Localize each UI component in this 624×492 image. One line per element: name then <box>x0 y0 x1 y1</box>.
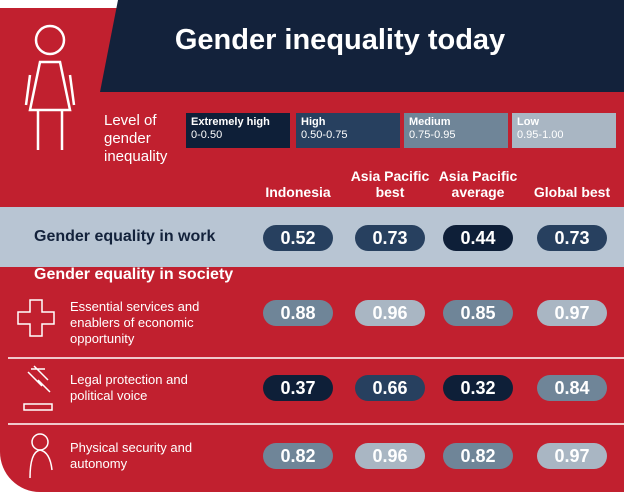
legend-label: Level of gender inequality <box>104 112 168 165</box>
legend-name: Medium <box>409 116 451 128</box>
cross-icon <box>17 299 55 337</box>
value-pill: 0.96 <box>355 443 425 469</box>
section-title: Gender equality in society <box>34 266 234 283</box>
column-header: Indonesia <box>265 184 331 200</box>
legend-item: Extremely high 0-0.50 <box>186 113 290 148</box>
woman-icon <box>24 24 76 150</box>
section-title: Gender equality in work <box>34 228 216 245</box>
legend-range: 0.50-0.75 <box>301 129 348 141</box>
legend-item: High 0.50-0.75 <box>296 113 400 148</box>
value-pill: 0.96 <box>355 300 425 326</box>
legend-range: 0.75-0.95 <box>409 129 456 141</box>
person-icon <box>29 433 53 479</box>
value-pill: 0.32 <box>443 375 513 401</box>
value-pill: 0.88 <box>263 300 333 326</box>
gavel-icon <box>23 365 53 411</box>
value-pill: 0.66 <box>355 375 425 401</box>
value-pill: 0.73 <box>355 225 425 251</box>
legend-item: Medium 0.75-0.95 <box>404 113 508 148</box>
column-header: Asia Pacific best <box>350 168 430 200</box>
value-pill: 0.97 <box>537 443 607 469</box>
row-label: Legal protection and political voice <box>70 372 188 403</box>
value-pill: 0.82 <box>263 443 333 469</box>
value-pill: 0.37 <box>263 375 333 401</box>
title-banner <box>100 0 624 92</box>
column-header: Global best <box>533 184 611 200</box>
value-pill: 0.97 <box>537 300 607 326</box>
legend-item: Low 0.95-1.00 <box>512 113 616 148</box>
column-header: Asia Pacific average <box>438 168 518 200</box>
value-pill: 0.82 <box>443 443 513 469</box>
legend-name: High <box>301 116 326 128</box>
legend-range: 0.95-1.00 <box>517 129 564 141</box>
value-pill: 0.85 <box>443 300 513 326</box>
value-pill: 0.52 <box>263 225 333 251</box>
row-label: Physical security and autonomy <box>70 440 193 471</box>
row-label: Essential services and enablers of econo… <box>70 299 200 346</box>
value-pill: 0.44 <box>443 225 513 251</box>
value-pill: 0.73 <box>537 225 607 251</box>
legend-name: Low <box>517 116 539 128</box>
legend-range: 0-0.50 <box>191 129 223 141</box>
legend-name: Extremely high <box>191 116 270 128</box>
value-pill: 0.84 <box>537 375 607 401</box>
title: Gender inequality today <box>174 24 506 56</box>
